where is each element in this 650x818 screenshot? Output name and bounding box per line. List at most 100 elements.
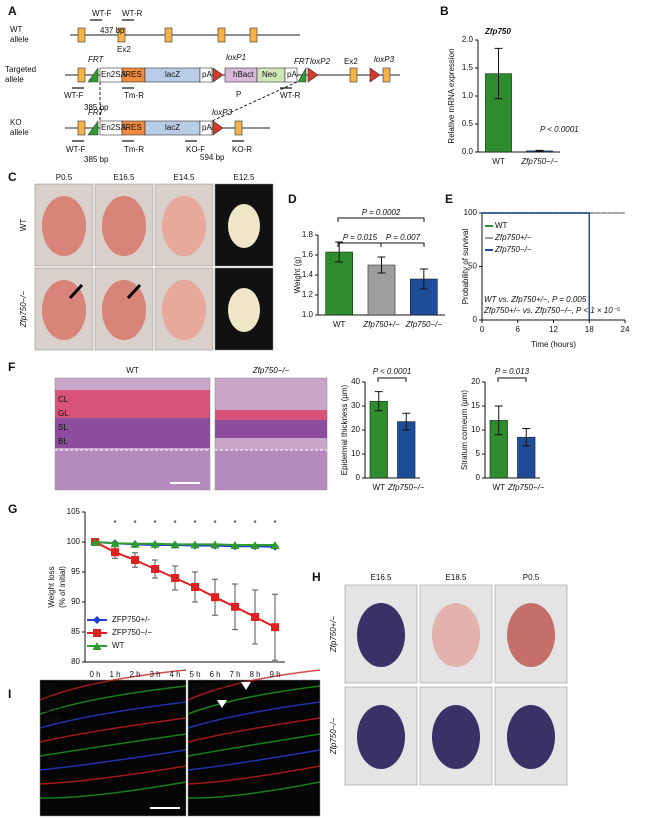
dermis: [215, 450, 327, 490]
pup: [357, 705, 405, 769]
y-tick-label: 20: [351, 425, 360, 434]
pa-box: [284, 67, 298, 83]
panel-letter: I: [8, 687, 11, 701]
fluorescence-photo: [187, 679, 321, 817]
embryo: [102, 280, 146, 340]
y-tick-label: 5: [476, 449, 481, 458]
y-tick-label: 10: [351, 449, 360, 458]
x-tick-label: WT: [333, 320, 346, 329]
signal: [187, 733, 321, 757]
loxp-site: [307, 67, 319, 83]
significance-bracket: [337, 242, 382, 247]
column-label: E12.5: [234, 173, 255, 182]
panel-letter: A: [8, 4, 17, 18]
marker: [150, 539, 160, 548]
error-bar: [374, 391, 383, 412]
annotation: Zfp750+/− vs. Zfp750−/−, P < 1 × 10⁻⁵: [483, 306, 621, 315]
x-tick-label: 0 h: [89, 670, 100, 679]
pup: [507, 705, 555, 769]
annotation: WT vs. Zfp750+/−, P = 0.005: [484, 295, 587, 304]
marker: [210, 540, 220, 549]
panel-letter: B: [440, 4, 449, 18]
survival-line: [482, 212, 590, 320]
error-bar: [522, 428, 531, 447]
diagram-label: 594 bp: [200, 153, 225, 162]
frt-site: [87, 67, 99, 83]
loxp-site: [212, 120, 224, 136]
diagram-label: pA: [202, 70, 212, 79]
y-tick-label: 1.6: [302, 250, 314, 259]
error-bar: [402, 412, 411, 431]
significance-bracket: [497, 377, 527, 382]
cornified-layer: [215, 410, 327, 420]
diagram-label: FRT: [294, 57, 311, 66]
marker: [191, 583, 199, 591]
y-tick-label: 1.0: [462, 91, 474, 100]
diagram-label: allele: [5, 75, 24, 84]
significance-star: *: [113, 519, 116, 528]
significance-star: *: [253, 519, 256, 528]
signal: [187, 701, 321, 729]
annotation: P = 0.007: [386, 233, 421, 242]
epidermis: [215, 420, 327, 438]
x-tick-label: Zfp750−/−: [405, 320, 443, 329]
column-label: E18.5: [446, 573, 467, 582]
photo-title: Zfp750−/−: [191, 683, 230, 692]
diagram-label: loxP3: [212, 108, 233, 117]
signal: [39, 781, 187, 799]
y-tick-label: 0: [476, 473, 481, 482]
y-tick-label: 0: [473, 315, 478, 324]
y-tick-label: 95: [71, 567, 80, 576]
loxp-site: [212, 67, 224, 83]
loxp-site: [369, 67, 381, 83]
exon: [249, 27, 258, 43]
diagram-label: lacZ: [165, 123, 180, 132]
diagram-label: hBact: [233, 70, 254, 79]
exon: [77, 120, 86, 136]
diagram-label: WT-R: [280, 91, 301, 100]
column-label: P0.5: [523, 573, 540, 582]
exon: [117, 27, 126, 43]
legend-marker: [93, 629, 101, 637]
x-axis-label: Time (hours): [531, 340, 576, 349]
legend-marker: [92, 642, 102, 650]
diagram-label: FRT: [88, 55, 105, 64]
y-axis-label: Epidermal thickness (μm): [340, 384, 349, 475]
error-bar: [535, 149, 544, 152]
elements: [77, 27, 391, 136]
column-label: E16.5: [114, 173, 135, 182]
channel-label: Biotin: [44, 695, 64, 704]
significance-bracket: [337, 217, 425, 222]
diagram-label: loxP1: [226, 53, 246, 62]
exon: [382, 67, 391, 83]
signal: [39, 701, 187, 729]
y-axis-label: (% of initial): [58, 566, 67, 608]
x-tick-label: 8 h: [249, 670, 260, 679]
x-tick-label: 12: [549, 325, 558, 334]
diagram-label: Tm-R: [124, 91, 144, 100]
error-bar: [377, 256, 386, 274]
x-tick-label: 7 h: [229, 670, 240, 679]
marker: [250, 541, 260, 549]
diagram-label: WT: [10, 25, 23, 34]
significance-star: *: [213, 519, 216, 528]
x-tick-label: 18: [585, 325, 594, 334]
row-label: Zfp750−/−: [329, 717, 338, 755]
y-tick-label: 1.8: [302, 230, 314, 239]
signal: [39, 669, 187, 701]
y-tick-label: 15: [471, 401, 480, 410]
diagram-label: KO-R: [232, 145, 252, 154]
diagram-label: WT-F: [64, 91, 84, 100]
embryo: [162, 280, 206, 340]
channel-label: DAPI: [44, 715, 63, 724]
x-tick-label: 5 h: [189, 670, 200, 679]
pa-box: [199, 120, 213, 136]
panel-letter: F: [8, 360, 15, 374]
diagram-label: IRES: [123, 123, 142, 132]
marker: [130, 539, 140, 548]
pup: [432, 603, 480, 667]
error-bar: [419, 268, 428, 290]
x-tick-label: 24: [621, 325, 630, 334]
marker: [110, 539, 120, 548]
photo-title: WT: [44, 683, 57, 692]
